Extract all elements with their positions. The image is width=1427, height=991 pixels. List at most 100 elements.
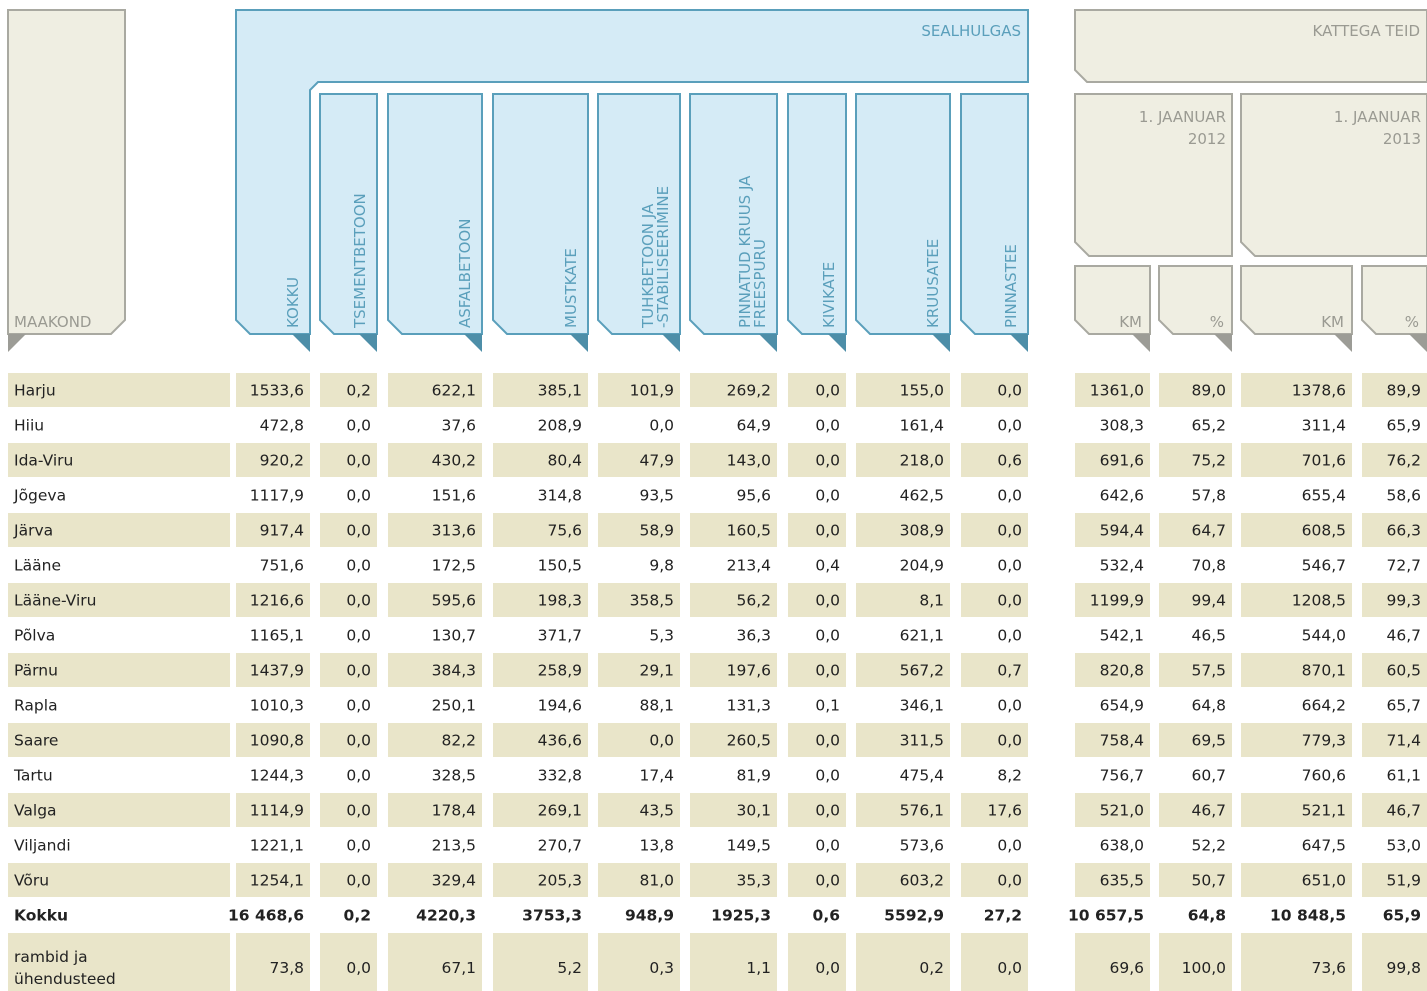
row-bg [1075, 793, 1150, 827]
row-bg [690, 653, 777, 687]
cell: 0,0 [815, 382, 840, 400]
row-bg [856, 513, 950, 547]
cell: 0,0 [997, 417, 1022, 435]
row-label: Pärnu [14, 662, 58, 680]
cell: 10 657,5 [1068, 907, 1144, 925]
cell: 621,1 [900, 627, 944, 645]
row-bg [236, 443, 310, 477]
corner [464, 334, 482, 352]
cell: 0,6 [813, 907, 840, 925]
row-label: Harju [14, 382, 56, 400]
header-box [1074, 9, 1427, 83]
row-bg [8, 513, 230, 547]
row-bg [1362, 513, 1427, 547]
row-label: Lääne-Viru [14, 592, 96, 610]
cell: 89,9 [1386, 382, 1421, 400]
row-label: Võru [14, 872, 49, 890]
header-label: 2013 [1383, 130, 1421, 148]
cell: 308,9 [900, 522, 944, 540]
cell: 101,9 [630, 382, 674, 400]
cell: 198,3 [538, 592, 582, 610]
cell: 0,0 [815, 487, 840, 505]
row-bg [1241, 583, 1352, 617]
cell: 8,1 [919, 592, 944, 610]
cell: 472,8 [260, 417, 304, 435]
cell: 5,3 [649, 627, 674, 645]
cell: 0,0 [815, 627, 840, 645]
cell: 67,1 [441, 959, 476, 977]
cell: 64,7 [1191, 522, 1226, 540]
cell: 269,1 [538, 802, 582, 820]
cell: 9,8 [649, 557, 674, 575]
cell: 57,8 [1191, 487, 1226, 505]
cell: 544,0 [1302, 627, 1346, 645]
row-bg [1241, 513, 1352, 547]
row-bg [961, 793, 1028, 827]
header-box [235, 9, 1029, 335]
cell: 608,5 [1302, 522, 1346, 540]
cell: 595,6 [432, 592, 476, 610]
cell: 0,0 [997, 627, 1022, 645]
cell: 436,6 [538, 732, 582, 750]
row-bg [598, 863, 680, 897]
row-bg [598, 793, 680, 827]
cell: 0,0 [997, 487, 1022, 505]
row-bg [690, 443, 777, 477]
cell: 1010,3 [250, 697, 304, 715]
row-bg [690, 933, 777, 991]
cell: 71,4 [1386, 732, 1421, 750]
cell: 0,2 [919, 959, 944, 977]
row-bg [388, 583, 482, 617]
cell: 151,6 [432, 487, 476, 505]
cell: 0,2 [344, 907, 371, 925]
row-bg [8, 653, 230, 687]
row-bg [8, 863, 230, 897]
row-bg [1241, 933, 1352, 991]
cell: 917,4 [260, 522, 304, 540]
cell: 385,1 [538, 382, 582, 400]
row-bg [8, 373, 230, 407]
row-bg [8, 933, 230, 991]
row-label: Lääne [14, 557, 61, 575]
row-bg [690, 373, 777, 407]
cell: 52,2 [1191, 837, 1226, 855]
cell: 920,2 [260, 452, 304, 470]
cell: 64,8 [1191, 697, 1226, 715]
cell: 462,5 [900, 487, 944, 505]
cell: 81,9 [736, 767, 771, 785]
cell: 638,0 [1100, 837, 1144, 855]
row-bg [598, 443, 680, 477]
cell: 311,5 [900, 732, 944, 750]
row-bg [320, 443, 377, 477]
cell: 0,0 [346, 487, 371, 505]
cell: 0,0 [997, 732, 1022, 750]
cell: 0,0 [346, 767, 371, 785]
row-bg [788, 443, 846, 477]
cell: 346,1 [900, 697, 944, 715]
row-bg [1362, 653, 1427, 687]
row-bg [493, 443, 588, 477]
row-bg [856, 723, 950, 757]
column-label: TSEMENTBETOON [351, 193, 369, 329]
cell: 69,6 [1109, 959, 1144, 977]
row-bg [236, 863, 310, 897]
cell: 760,6 [1302, 767, 1346, 785]
row-bg [1075, 513, 1150, 547]
corner [292, 334, 310, 352]
row-bg [236, 513, 310, 547]
header-box [319, 93, 378, 335]
cell: 0,0 [815, 522, 840, 540]
cell: 80,4 [547, 452, 582, 470]
cell: 269,2 [727, 382, 771, 400]
cell: 56,2 [736, 592, 771, 610]
cell: 160,5 [727, 522, 771, 540]
cell: 1533,6 [250, 382, 304, 400]
row-bg [1362, 723, 1427, 757]
row-bg [1362, 863, 1427, 897]
cell: 0,6 [997, 452, 1022, 470]
column-label: PINNATUD KRUUS JA [736, 175, 754, 328]
cell: 311,4 [1302, 417, 1346, 435]
cell: 16 468,6 [228, 907, 304, 925]
row-bg [598, 933, 680, 991]
cell: 197,6 [727, 662, 771, 680]
